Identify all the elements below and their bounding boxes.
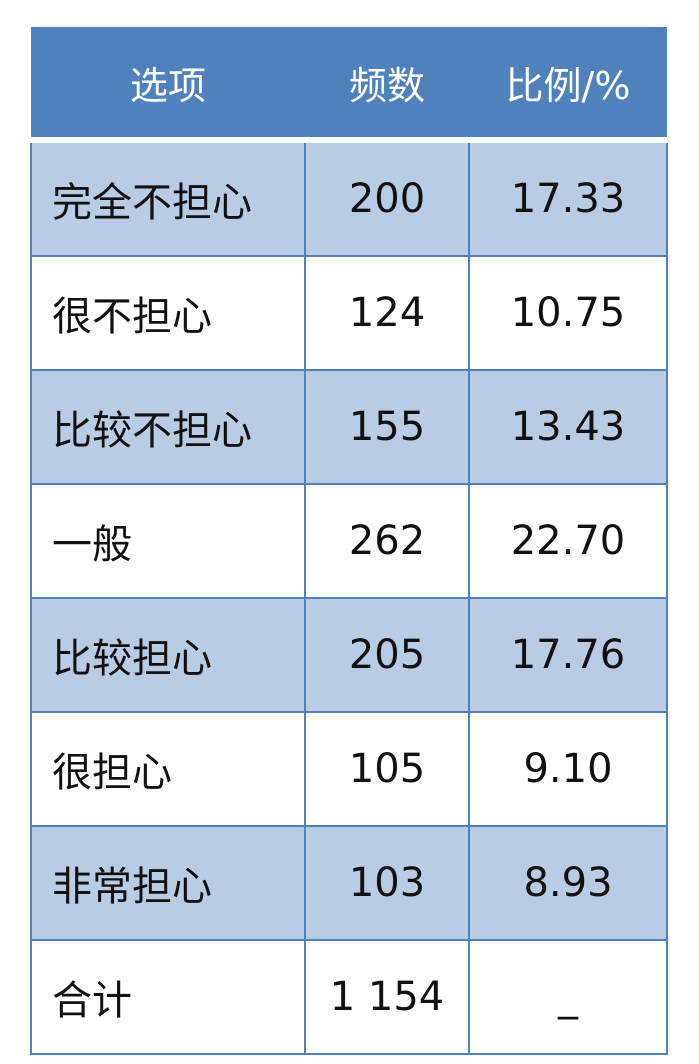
table-row: 合计 1 154 _ (30, 939, 668, 1055)
cell-count: 205 (304, 597, 470, 713)
cell-percent: 9.10 (468, 711, 668, 827)
table-row: 比较担心 205 17.76 (30, 597, 668, 713)
cell-option: 合计 (30, 939, 306, 1055)
cell-option: 完全不担心 (30, 139, 306, 257)
cell-count: 124 (304, 255, 470, 371)
table-row: 非常担心 103 8.93 (30, 825, 668, 941)
cell-percent: 13.43 (468, 369, 668, 485)
cell-count: 200 (304, 139, 470, 257)
header-count: 频数 (305, 27, 469, 143)
table-row: 完全不担心 200 17.33 (30, 139, 668, 257)
cell-option: 比较担心 (30, 597, 306, 713)
header-percent: 比例/% (469, 27, 667, 143)
cell-option: 很不担心 (30, 255, 306, 371)
cell-option: 非常担心 (30, 825, 306, 941)
cell-count: 103 (304, 825, 470, 941)
cell-percent: 17.33 (468, 139, 668, 257)
cell-percent: 10.75 (468, 255, 668, 371)
table-row: 很不担心 124 10.75 (30, 255, 668, 371)
cell-count: 105 (304, 711, 470, 827)
cell-option: 很担心 (30, 711, 306, 827)
cell-option: 一般 (30, 483, 306, 599)
frequency-table: 选项 频数 比例/% 完全不担心 200 17.33 很不担心 124 10.75 比较不担… (30, 27, 668, 1055)
cell-percent: _ (468, 939, 668, 1055)
cell-option: 比较不担心 (30, 369, 306, 485)
table-row: 比较不担心 155 13.43 (30, 369, 668, 485)
cell-count: 155 (304, 369, 470, 485)
header-row: 选项 频数 比例/% (31, 27, 667, 143)
table-row: 一般 262 22.70 (30, 483, 668, 599)
cell-percent: 17.76 (468, 597, 668, 713)
header-option: 选项 (31, 27, 305, 143)
cell-percent: 22.70 (468, 483, 668, 599)
cell-count: 262 (304, 483, 470, 599)
cell-count: 1 154 (304, 939, 470, 1055)
table-row: 很担心 105 9.10 (30, 711, 668, 827)
cell-percent: 8.93 (468, 825, 668, 941)
